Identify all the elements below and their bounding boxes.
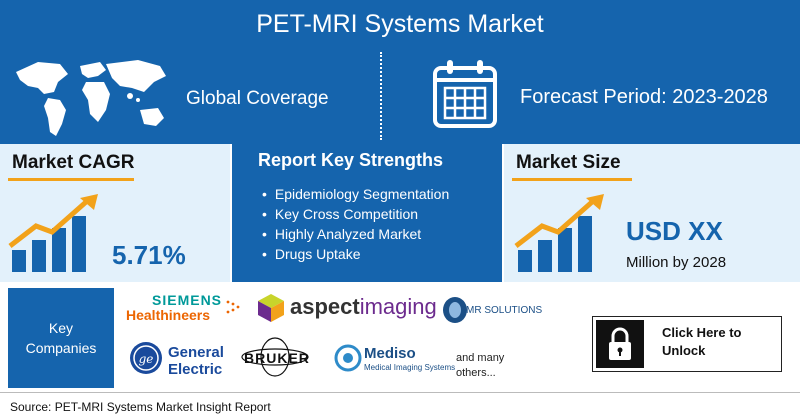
- calendar-icon: [433, 60, 497, 128]
- ge-logo: General Electric: [168, 344, 224, 378]
- bruker-logo-icon: [241, 337, 309, 377]
- page-title-bar: PET-MRI Systems Market: [0, 0, 800, 48]
- siemens-dots-icon: [226, 300, 240, 314]
- ge-logo-icon: ge: [130, 342, 162, 374]
- key-companies-label: Key Companies: [8, 288, 114, 388]
- unlock-button-label[interactable]: Click Here to Unlock: [662, 325, 742, 358]
- strength-item: Drugs Uptake: [262, 244, 449, 264]
- cagr-value: 5.71%: [112, 240, 186, 270]
- siemens-logo-top: SIEMENS: [152, 292, 223, 308]
- growth-chart-icon: [8, 194, 98, 272]
- cagr-heading-underline: [8, 178, 134, 181]
- bruker-logo: BRUKER: [244, 350, 310, 366]
- source-note: Source: PET-MRI Systems Market Insight R…: [10, 400, 271, 414]
- band-divider: [380, 52, 382, 140]
- mr-solutions-logo: MR SOLUTIONS: [466, 305, 543, 316]
- siemens-logo-bottom: Healthineers: [126, 307, 211, 323]
- size-heading-underline: [512, 178, 632, 181]
- global-coverage-label: Global Coverage: [186, 88, 329, 109]
- mediso-logo: Mediso: [364, 345, 416, 362]
- aspect-imaging-logo-icon: [258, 294, 284, 322]
- market-size-subtext: Million by 2028: [626, 254, 727, 271]
- and-many-others-text: and many others...: [456, 352, 505, 379]
- strength-item: Highly Analyzed Market: [262, 224, 449, 244]
- growth-chart-icon: [514, 194, 604, 272]
- strength-item: Epidemiology Segmentation: [262, 184, 449, 204]
- key-strengths-heading: Report Key Strengths: [258, 150, 444, 170]
- key-companies-line2: Companies: [25, 340, 97, 356]
- strength-item: Key Cross Competition: [262, 204, 449, 224]
- mr-solutions-logo-icon: [443, 297, 467, 323]
- market-size-heading: Market Size: [516, 152, 621, 173]
- market-size-panel: [504, 144, 800, 282]
- forecast-period-label: Forecast Period: 2023-2028: [520, 86, 768, 108]
- world-map-icon: [16, 60, 166, 136]
- aspect-imaging-logo: aspectimaging: [290, 294, 437, 319]
- mediso-logo-icon: [334, 344, 362, 372]
- lock-icon: [609, 327, 631, 360]
- market-size-value: USD XX: [626, 216, 723, 246]
- mediso-logo-subtitle: Medical Imaging Systems: [364, 363, 456, 372]
- footer-divider: [0, 392, 800, 393]
- page-title: PET-MRI Systems Market: [256, 9, 544, 38]
- key-strengths-list: Epidemiology Segmentation Key Cross Comp…: [262, 184, 449, 264]
- lock-icon-box[interactable]: [596, 320, 644, 368]
- key-companies-line1: Key: [48, 320, 74, 336]
- market-cagr-heading: Market CAGR: [12, 152, 135, 173]
- svg-text:ge: ge: [139, 352, 154, 366]
